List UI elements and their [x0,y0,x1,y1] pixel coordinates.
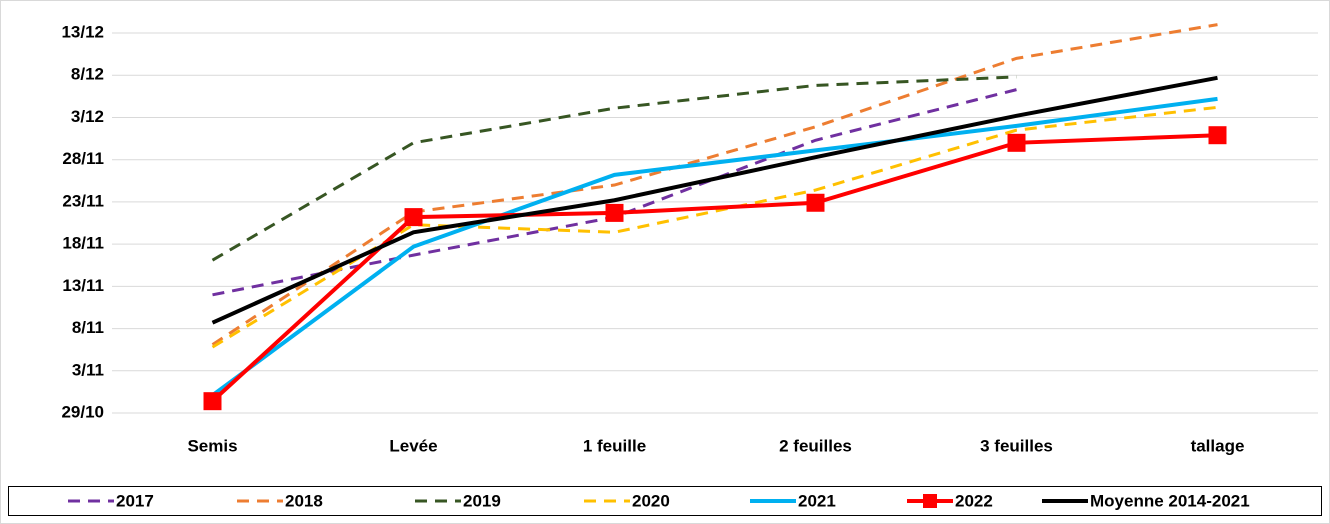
legend-label: 2017 [116,491,154,510]
y-tick-label: 28/11 [62,149,104,168]
x-tick-label: tallage [1191,436,1245,455]
x-tick-label: 3 feuilles [980,436,1053,455]
legend-label: Moyenne 2014-2021 [1090,491,1250,510]
y-tick-label: 8/12 [71,65,104,84]
series-line [211,105,1218,349]
y-tick-label: 23/11 [62,191,104,210]
y-tick-label: 3/11 [72,360,104,379]
x-tick-label: Semis [187,436,237,455]
series-line [211,96,1218,397]
y-tick-label: 13/11 [62,276,104,295]
x-tick-label: Levée [389,436,437,455]
y-tick-label: 13/12 [61,23,104,42]
x-tick-label: 1 feuille [583,436,646,455]
marker [404,208,423,227]
legend-box [8,486,1322,516]
legend-label: 2018 [285,491,323,510]
y-tick-label: 8/11 [72,318,104,337]
series-line [211,75,1017,262]
series-line [211,23,1218,346]
marker [1208,126,1227,145]
legend-label: 2021 [798,491,836,510]
marker [806,193,825,212]
legend-label: 2019 [463,491,501,510]
marker [605,203,624,222]
marker [1007,133,1026,152]
y-tick-label: 29/10 [61,402,104,421]
y-tick-label: 3/12 [71,107,104,126]
x-tick-label: 2 feuilles [779,436,852,455]
series-line [211,75,1218,325]
legend-label: 2022 [955,491,993,510]
legend-marker [923,494,937,508]
legend-label: 2020 [632,491,670,510]
marker [203,392,222,411]
y-tick-label: 18/11 [62,234,104,253]
